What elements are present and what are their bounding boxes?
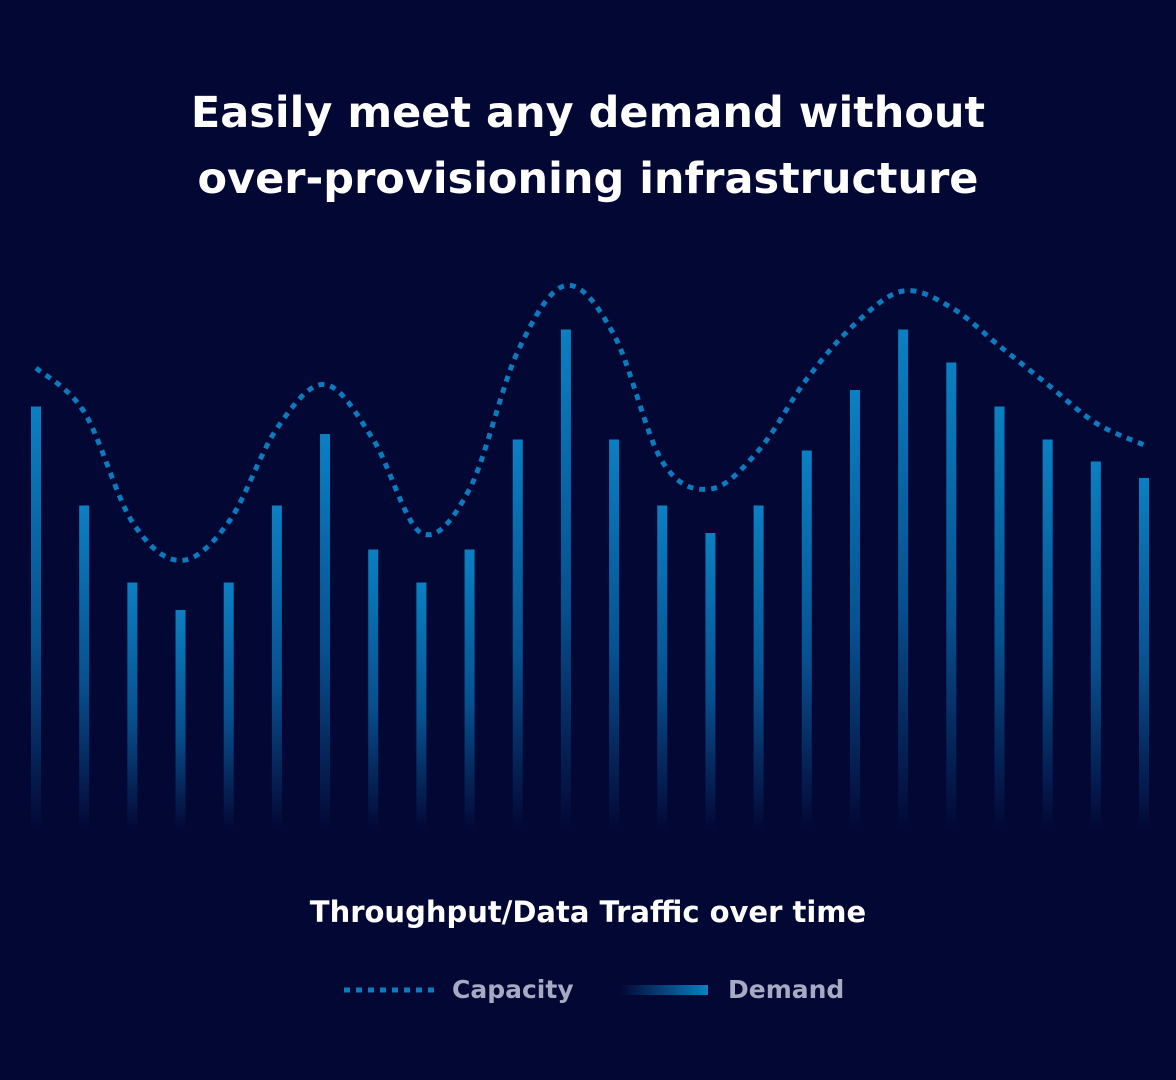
demand-bar bbox=[560, 329, 571, 830]
legend-swatch bbox=[620, 985, 708, 995]
demand-bar bbox=[1139, 478, 1149, 830]
demand-bar bbox=[175, 610, 186, 830]
demand-bar bbox=[994, 406, 1005, 830]
demand-bar bbox=[1090, 461, 1101, 830]
demand-bar bbox=[898, 329, 909, 830]
demand-bar bbox=[79, 505, 90, 830]
chart-title: Easily meet any demand without bbox=[191, 88, 985, 138]
demand-bar bbox=[271, 505, 282, 830]
demand-bar bbox=[464, 549, 475, 830]
legend-label: Demand bbox=[728, 975, 844, 1004]
demand-bar bbox=[416, 582, 427, 830]
demand-bar bbox=[849, 390, 860, 830]
demand-bar bbox=[368, 549, 379, 830]
demand-bar bbox=[320, 434, 331, 830]
chart-title: over-provisioning infrastructure bbox=[198, 154, 979, 204]
x-axis-label: Throughput/Data Traffic over time bbox=[310, 895, 866, 929]
legend-label: Capacity bbox=[452, 975, 574, 1004]
demand-bar bbox=[609, 439, 620, 830]
demand-bar bbox=[512, 439, 523, 830]
demand-bar bbox=[1042, 439, 1053, 830]
demand-bar bbox=[801, 450, 812, 830]
demand-bar bbox=[946, 362, 957, 830]
demand-bar bbox=[657, 505, 668, 830]
demand-bar bbox=[753, 505, 764, 830]
capacity-line bbox=[34, 282, 1146, 564]
demand-bar bbox=[31, 406, 41, 830]
demand-bar bbox=[127, 582, 138, 830]
demand-bar bbox=[705, 533, 716, 830]
demand-bar bbox=[223, 582, 234, 830]
